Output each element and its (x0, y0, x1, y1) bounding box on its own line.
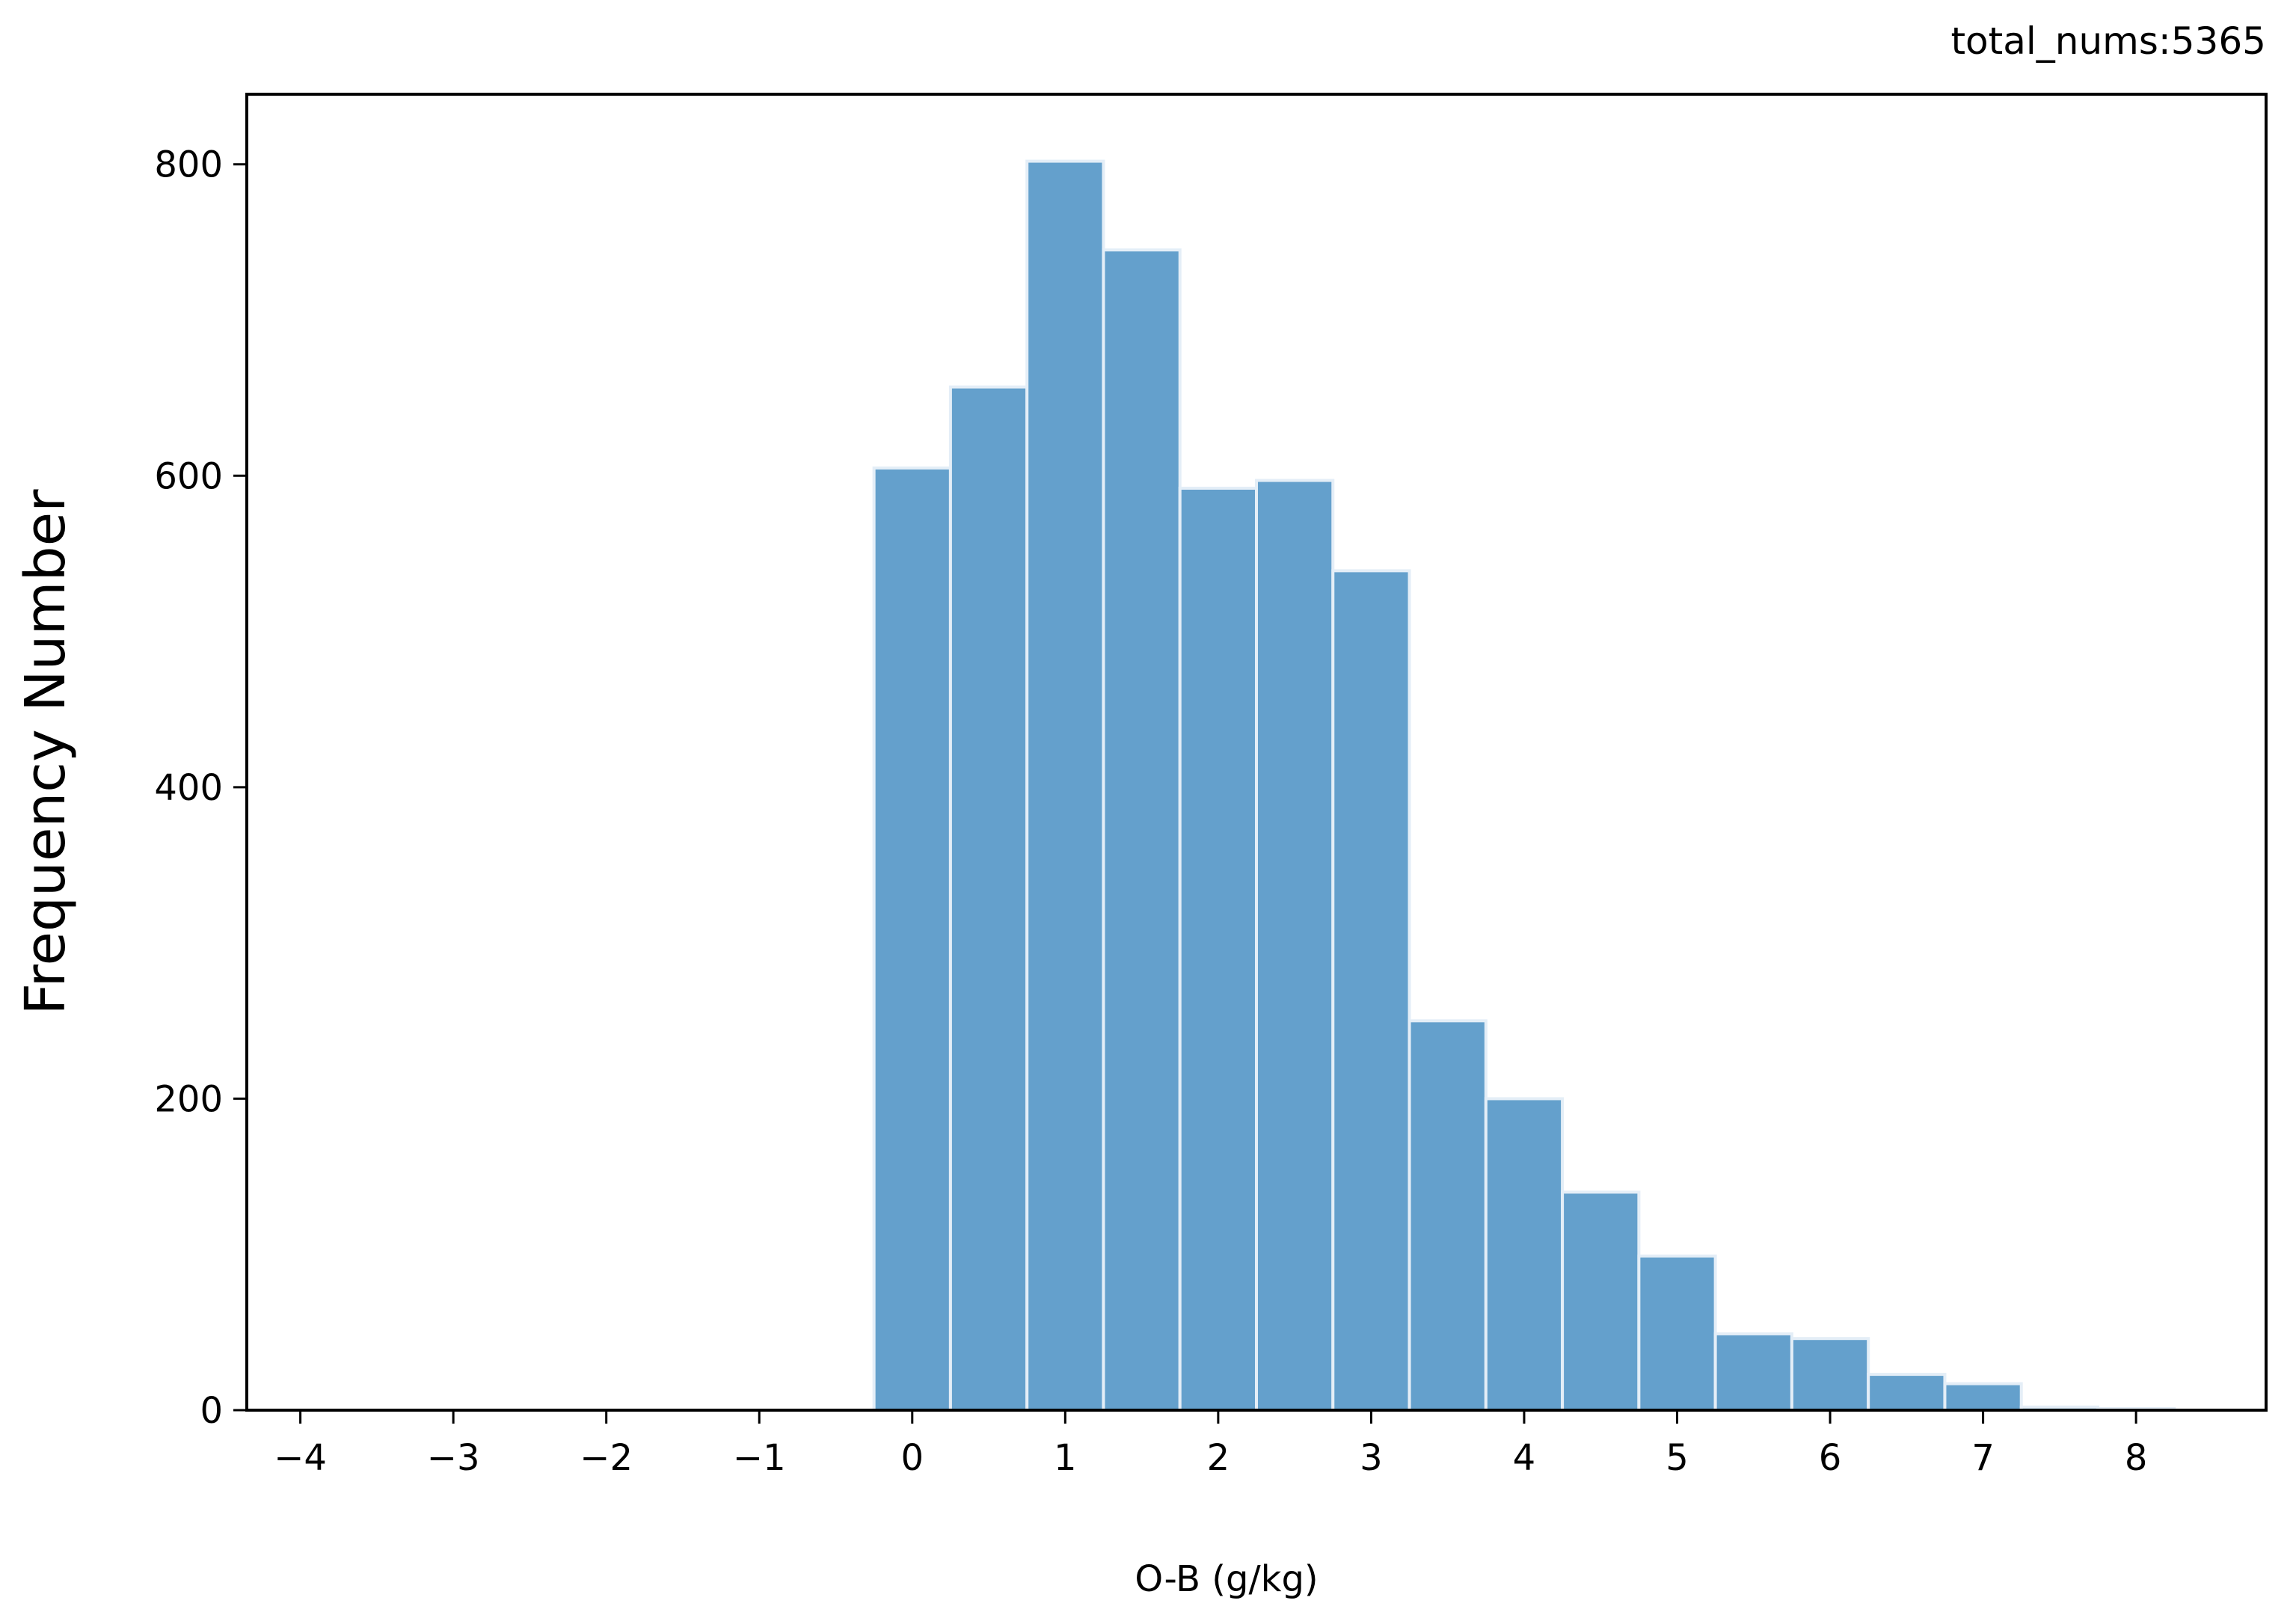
histogram-bar-9 (948, 385, 1029, 1412)
x-tick-label: 8 (2125, 1437, 2148, 1479)
x-tick-label: 4 (1513, 1437, 1536, 1479)
histogram-bar-20 (1790, 1337, 1870, 1412)
histogram-bar-13 (1255, 479, 1335, 1412)
x-tick-label: −2 (580, 1437, 633, 1479)
x-tick-label: 1 (1054, 1437, 1077, 1479)
x-tick-label: −3 (427, 1437, 480, 1479)
plot-frame (245, 93, 2268, 1412)
histogram-bars (872, 159, 2176, 1412)
histogram-bar-22 (1943, 1382, 2023, 1412)
histogram-bar-10 (1025, 159, 1105, 1412)
histogram-bar-16 (1484, 1097, 1565, 1412)
histogram-bar-11 (1102, 248, 1182, 1412)
histogram-bar-15 (1408, 1019, 1488, 1412)
x-tick-label: 3 (1360, 1437, 1383, 1479)
x-tick-label: 2 (1207, 1437, 1230, 1479)
y-axis-ticks: 0 200 400 600 800 (154, 144, 247, 1432)
histogram-bar-21 (1867, 1373, 1947, 1412)
x-tick-label: 6 (1819, 1437, 1842, 1479)
x-tick-label: −4 (274, 1437, 327, 1479)
histogram-bar-8 (872, 466, 952, 1412)
y-axis-title: Frequency Number (13, 489, 78, 1015)
x-tick-label: 7 (1971, 1437, 1995, 1479)
y-tick-label: 0 (200, 1390, 223, 1432)
histogram-bar-19 (1713, 1332, 1793, 1412)
x-tick-label: 5 (1666, 1437, 1689, 1479)
histogram-bar-17 (1561, 1190, 1641, 1412)
x-tick-label: −1 (733, 1437, 786, 1479)
y-tick-label: 400 (154, 767, 223, 809)
y-tick-label: 800 (154, 144, 223, 186)
y-tick-label: 200 (154, 1078, 223, 1120)
y-tick-label: 600 (154, 455, 223, 497)
x-axis-ticks: −4 −3 −2 −1 0 1 2 3 4 5 6 7 8 (274, 1410, 2147, 1479)
x-tick-label: 0 (900, 1437, 924, 1479)
histogram-bar-14 (1331, 569, 1411, 1412)
x-axis-title: O-B (g/kg) (1135, 1558, 1318, 1600)
total-count-annotation: total_nums:5365 (1950, 19, 2266, 63)
histogram-bar-12 (1178, 486, 1259, 1412)
histogram-bar-18 (1637, 1254, 1717, 1412)
